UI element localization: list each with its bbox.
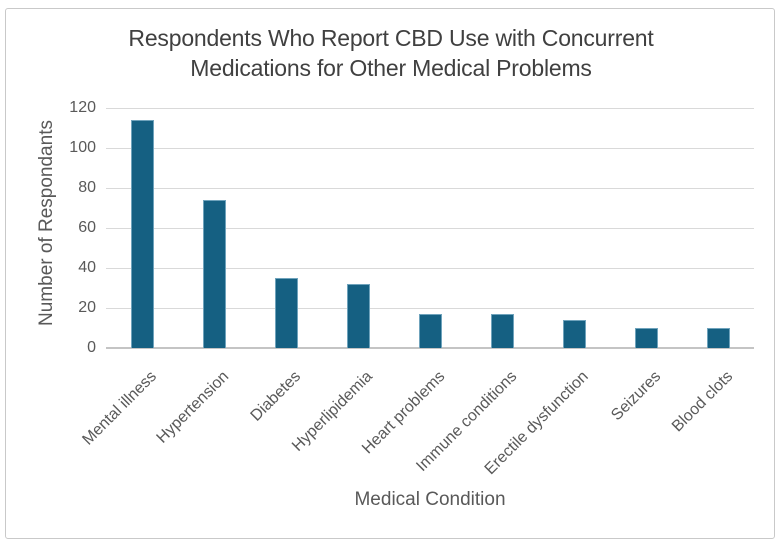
bar-slot-mental-illness bbox=[106, 108, 178, 348]
bar-hypertension bbox=[202, 200, 226, 348]
x-category-label-immune-conditions: Immune conditions bbox=[413, 368, 521, 475]
y-tick-label-40: 40 bbox=[78, 259, 96, 276]
gridline-60 bbox=[106, 228, 754, 229]
gridline-120 bbox=[106, 108, 754, 109]
bar-blood-clots bbox=[706, 328, 730, 348]
y-tick-label-120: 120 bbox=[69, 99, 96, 116]
plot-area bbox=[106, 108, 754, 349]
bar-seizures bbox=[634, 328, 658, 348]
x-axis-title: Medical Condition bbox=[354, 489, 506, 510]
y-tick-label-0: 0 bbox=[87, 339, 96, 356]
gridline-100 bbox=[106, 148, 754, 149]
x-category-label-blood-clots: Blood clots bbox=[668, 368, 737, 436]
x-category-label-hypertension: Hypertension bbox=[153, 368, 233, 447]
bar-immune-conditions bbox=[490, 314, 514, 348]
bar-mental-illness bbox=[130, 120, 154, 348]
bar-erectile-dysfunction bbox=[562, 320, 586, 348]
gridline-20 bbox=[106, 308, 754, 309]
bar-hyperlipidemia bbox=[346, 284, 370, 348]
x-category-label-hyperlipidemia: Hyperlipidemia bbox=[289, 368, 377, 455]
gridline-80 bbox=[106, 188, 754, 189]
bar-slot-hyperlipidemia bbox=[322, 108, 394, 348]
x-category-label-diabetes: Diabetes bbox=[247, 368, 305, 425]
x-category-label-erectile-dysfunction: Erectile dysfunction bbox=[481, 368, 593, 479]
bar-slot-diabetes bbox=[250, 108, 322, 348]
y-axis-tick-labels: 0 20 40 60 80 100 120 bbox=[0, 0, 96, 548]
bar-slot-hypertension bbox=[178, 108, 250, 348]
bar-slot-erectile-dysfunction bbox=[538, 108, 610, 348]
chart-title-line-2: Medications for Other Medical Problems bbox=[190, 55, 592, 81]
y-tick-label-20: 20 bbox=[78, 299, 96, 316]
x-axis-line bbox=[106, 347, 754, 349]
bar-slot-heart-problems bbox=[394, 108, 466, 348]
bar-slot-seizures bbox=[610, 108, 682, 348]
y-tick-label-100: 100 bbox=[69, 139, 96, 156]
x-category-label-seizures: Seizures bbox=[607, 368, 665, 425]
y-tick-label-80: 80 bbox=[78, 179, 96, 196]
chart-title: Respondents Who Report CBD Use with Conc… bbox=[0, 23, 782, 83]
bar-diabetes bbox=[274, 278, 298, 348]
bar-slot-immune-conditions bbox=[466, 108, 538, 348]
x-category-label-heart-problems: Heart problems bbox=[358, 368, 449, 458]
bar-slot-blood-clots bbox=[682, 108, 754, 348]
gridline-40 bbox=[106, 268, 754, 269]
y-axis-title: Number of Respondants bbox=[36, 120, 57, 326]
y-tick-label-60: 60 bbox=[78, 219, 96, 236]
bar-heart-problems bbox=[418, 314, 442, 348]
chart-title-line-1: Respondents Who Report CBD Use with Conc… bbox=[128, 25, 654, 51]
